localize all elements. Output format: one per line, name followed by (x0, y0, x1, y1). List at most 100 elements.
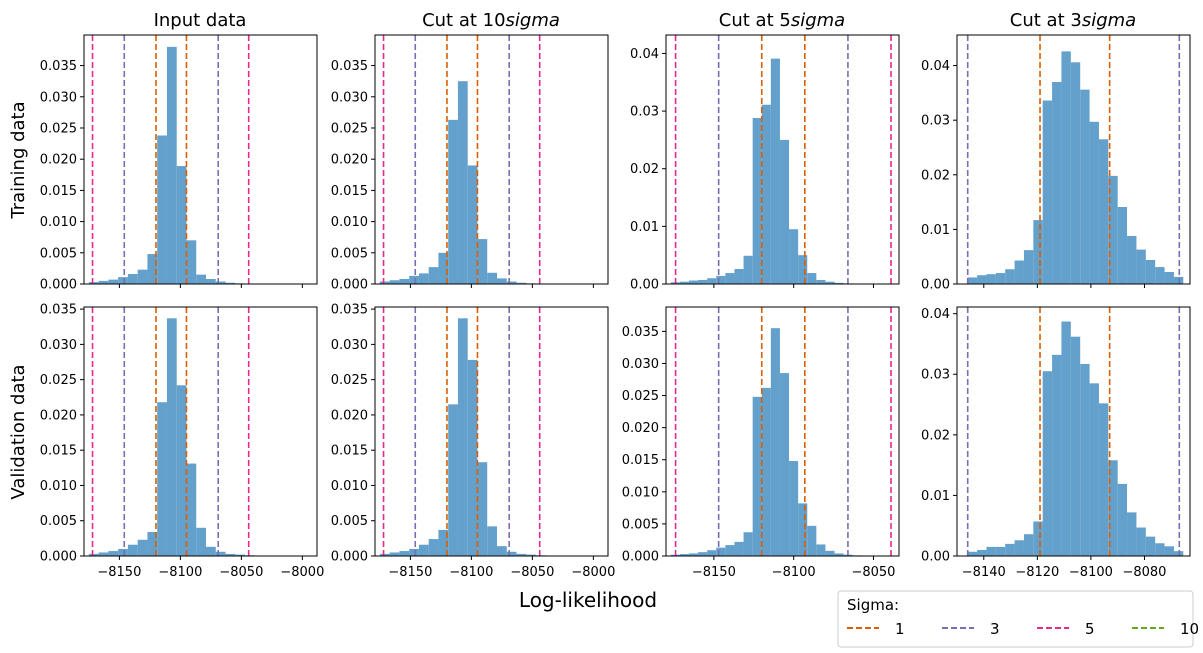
y-tick-label: 0.035 (40, 303, 77, 318)
y-tick-label: 0.000 (331, 550, 368, 565)
y-tick-label: 0.025 (622, 389, 659, 404)
histogram-bar (399, 279, 410, 284)
x-tick-label: −8050 (510, 565, 554, 580)
y-tick-label: 0.03 (630, 105, 659, 120)
histogram-bar (215, 281, 226, 284)
histogram-bar (834, 553, 844, 556)
histogram-bar (707, 278, 717, 284)
histogram-bar (1014, 260, 1024, 284)
histogram-bar (418, 273, 429, 284)
histogram-bar (176, 166, 187, 284)
histogram-bar (496, 546, 507, 556)
histogram-bar (807, 525, 817, 556)
y-tick-label: 0.020 (40, 153, 77, 168)
histogram-bar (379, 553, 390, 556)
histogram-bar (467, 359, 478, 556)
y-tick-label: 0.03 (921, 368, 950, 383)
histogram-bar (1080, 89, 1090, 284)
y-tick-label: 0.005 (622, 517, 659, 532)
histogram-bar (88, 553, 99, 556)
legend-label: 5 (1085, 620, 1095, 638)
histogram-bar (752, 396, 762, 556)
histogram-bar (1117, 207, 1128, 284)
axes-frame (665, 34, 900, 285)
histogram-bar (1061, 321, 1071, 556)
histogram-bar (418, 544, 429, 556)
histogram-bar (516, 553, 527, 556)
histogram-bar (1108, 460, 1118, 556)
histogram-bar (477, 462, 488, 556)
y-tick-label: 0.02 (921, 168, 950, 183)
histogram-bar (1127, 512, 1137, 556)
histogram-bar (389, 280, 400, 284)
histogram-bar (379, 281, 390, 284)
histogram-bar (196, 527, 206, 556)
histogram-bar (98, 280, 109, 284)
histogram-bar (1145, 259, 1156, 284)
y-tick-label: 0.030 (40, 90, 77, 105)
histogram-bar (448, 119, 458, 285)
histogram-bar (477, 239, 488, 284)
histogram-bar (1042, 100, 1053, 284)
column-title-cut5: Cut at 5sigma (719, 10, 845, 31)
y-tick-label: 0.010 (331, 215, 368, 230)
histogram-bar (770, 328, 780, 556)
axes-frame (83, 306, 318, 557)
axes-frame (665, 306, 900, 557)
legend-entry-sigma-5: 5 (1037, 620, 1095, 638)
histogram-bar (166, 318, 177, 556)
histogram-bar (688, 553, 699, 556)
y-tick-label: 0.000 (622, 550, 659, 565)
histogram-bar (698, 279, 708, 284)
y-tick-label: 0.020 (40, 408, 77, 423)
histogram-bar (770, 58, 780, 284)
legend-label: 10 (1180, 620, 1199, 638)
y-tick-label: 0.035 (331, 59, 368, 74)
histogram-bar (196, 274, 206, 284)
histogram-bar (127, 274, 138, 284)
histogram-bar (779, 373, 790, 556)
row-label-validation: Validation data (8, 364, 29, 499)
histogram-bar (688, 280, 699, 284)
histogram-bar (1155, 267, 1165, 284)
histogram-bar (1145, 536, 1156, 556)
y-tick-label: 0.025 (331, 121, 368, 136)
y-tick-label: 0.04 (921, 307, 950, 322)
histogram-bar (1005, 269, 1015, 284)
histogram-bar (679, 554, 689, 556)
histogram-bar (1052, 354, 1062, 556)
histogram-bar (1136, 249, 1146, 284)
y-tick-label: 0.035 (40, 59, 77, 74)
histogram-bar (734, 541, 744, 556)
histogram-bar (798, 503, 808, 556)
histogram-bar (176, 385, 187, 556)
column-title-input: Input data (154, 10, 247, 31)
y-tick-label: 0.005 (331, 246, 368, 261)
x-tick-label: −8150 (388, 565, 432, 580)
histogram-bar (743, 532, 753, 556)
histogram-bar (1033, 521, 1043, 556)
y-tick-label: 0.005 (40, 246, 77, 261)
histogram-bar (157, 135, 167, 284)
histogram-bar (1089, 121, 1099, 284)
histogram-bar (986, 274, 996, 284)
histogram-bar (1108, 175, 1118, 284)
row-label-training: Training data (8, 101, 29, 219)
y-tick-label: 0.015 (40, 184, 77, 199)
panels: 0.000 0.005 0.010 0.015 0.020 0.025 0.030 0.035… (40, 34, 1191, 580)
histogram-bar (487, 526, 497, 556)
y-tick-label: 0.015 (40, 444, 77, 459)
histogram-bar (516, 282, 527, 284)
histogram-bar (1061, 51, 1071, 284)
histogram-bar (428, 267, 439, 284)
y-tick-label: 0.025 (40, 121, 77, 136)
legend-title: Sigma: (847, 596, 899, 614)
histogram-bar (761, 104, 771, 285)
histogram-bar (147, 254, 158, 284)
histogram-bar (457, 81, 468, 285)
histogram-bar (967, 277, 978, 284)
histogram-bar (825, 550, 835, 556)
y-tick-label: 0.025 (331, 373, 368, 388)
histogram-bar (752, 118, 762, 284)
x-tick-label: −8140 (962, 565, 1006, 580)
